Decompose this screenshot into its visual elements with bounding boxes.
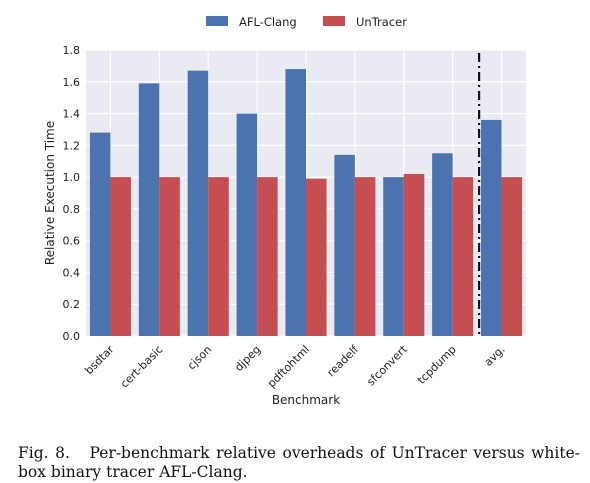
y-tick-labels: 0.0 0.2 0.4 0.6 0.8 1.0 1.2 1.4 1.6 1.8	[63, 44, 81, 343]
legend: AFL-Clang UnTracer	[206, 15, 407, 29]
bar-afl-clang-readelf	[334, 155, 355, 336]
bar-afl-clang-certbasic	[139, 83, 160, 336]
legend-swatch-untracer	[323, 16, 345, 26]
bar-chart: 0.0 0.2 0.4 0.6 0.8 1.0 1.2 1.4 1.6 1.8 bsdtar cer…	[0, 0, 590, 440]
x-axis-label: Benchmark	[272, 393, 340, 407]
x-tick-label: readelf	[325, 342, 362, 379]
x-tick-label: tcpdump	[415, 343, 459, 387]
bar-untracer-cjson	[208, 177, 229, 336]
y-tick-label: 0.2	[63, 298, 81, 311]
bar-afl-clang-avg	[481, 120, 502, 336]
legend-label-afl-clang: AFL-Clang	[239, 15, 297, 29]
legend-swatch-afl-clang	[206, 16, 228, 26]
bar-untracer-certbasic	[159, 177, 180, 336]
bar-untracer-pdftohtml	[306, 179, 327, 336]
caption-label: Fig. 8.	[18, 444, 70, 462]
y-tick-label: 0.0	[63, 330, 81, 343]
bar-afl-clang-bsdtar	[90, 133, 111, 336]
figure-caption: Fig. 8. Per-benchmark relative overheads…	[18, 444, 580, 482]
x-tick-label: bsdtar	[82, 343, 116, 377]
x-tick-label: pdftohtml	[265, 343, 312, 390]
bar-untracer-avg	[502, 177, 523, 336]
x-tick-label: cert-basic	[118, 343, 166, 391]
x-tick-label: avg.	[482, 343, 508, 369]
x-tick-label: sfconvert	[364, 342, 410, 388]
y-tick-label: 0.8	[63, 203, 81, 216]
y-tick-label: 1.8	[63, 44, 81, 57]
bar-afl-clang-sfconvert	[383, 177, 404, 336]
bar-untracer-djpeg	[257, 177, 278, 336]
legend-label-untracer: UnTracer	[356, 15, 407, 29]
x-tick-label: djpeg	[232, 343, 263, 374]
bar-untracer-sfconvert	[404, 174, 425, 336]
bar-untracer-readelf	[355, 177, 376, 336]
x-tick-labels: bsdtar cert-basic cjson djpeg pdftohtml reade…	[82, 342, 507, 390]
bar-afl-clang-djpeg	[237, 114, 258, 336]
y-tick-label: 0.6	[63, 235, 81, 248]
y-tick-label: 1.0	[63, 171, 81, 184]
bar-afl-clang-pdftohtml	[285, 69, 306, 336]
caption-text: Per-benchmark relative overheads of UnTr…	[18, 444, 580, 481]
y-tick-label: 1.4	[63, 108, 81, 121]
y-tick-label: 1.2	[63, 139, 81, 152]
y-tick-label: 0.4	[63, 266, 81, 279]
x-tick-label: cjson	[185, 343, 214, 372]
bar-untracer-bsdtar	[110, 177, 131, 336]
y-tick-label: 1.6	[63, 76, 81, 89]
bar-afl-clang-cjson	[188, 71, 209, 336]
y-axis-label: Relative Execution Time	[43, 121, 57, 265]
bar-afl-clang-tcpdump	[432, 153, 453, 336]
bar-untracer-tcpdump	[453, 177, 474, 336]
